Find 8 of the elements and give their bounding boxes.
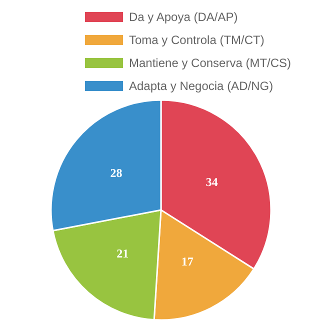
data-label: 21 [116,246,129,261]
legend-label: Toma y Controla (TM/CT) [129,33,264,47]
legend-label: Adapta y Negocia (AD/NG) [129,79,274,93]
legend-label: Da y Apoya (DA/AP) [129,10,238,24]
data-label: 34 [206,175,218,190]
data-label: 28 [110,166,122,180]
data-label: 17 [181,254,194,269]
legend-label: Mantiene y Conserva (MT/CS) [129,56,292,70]
